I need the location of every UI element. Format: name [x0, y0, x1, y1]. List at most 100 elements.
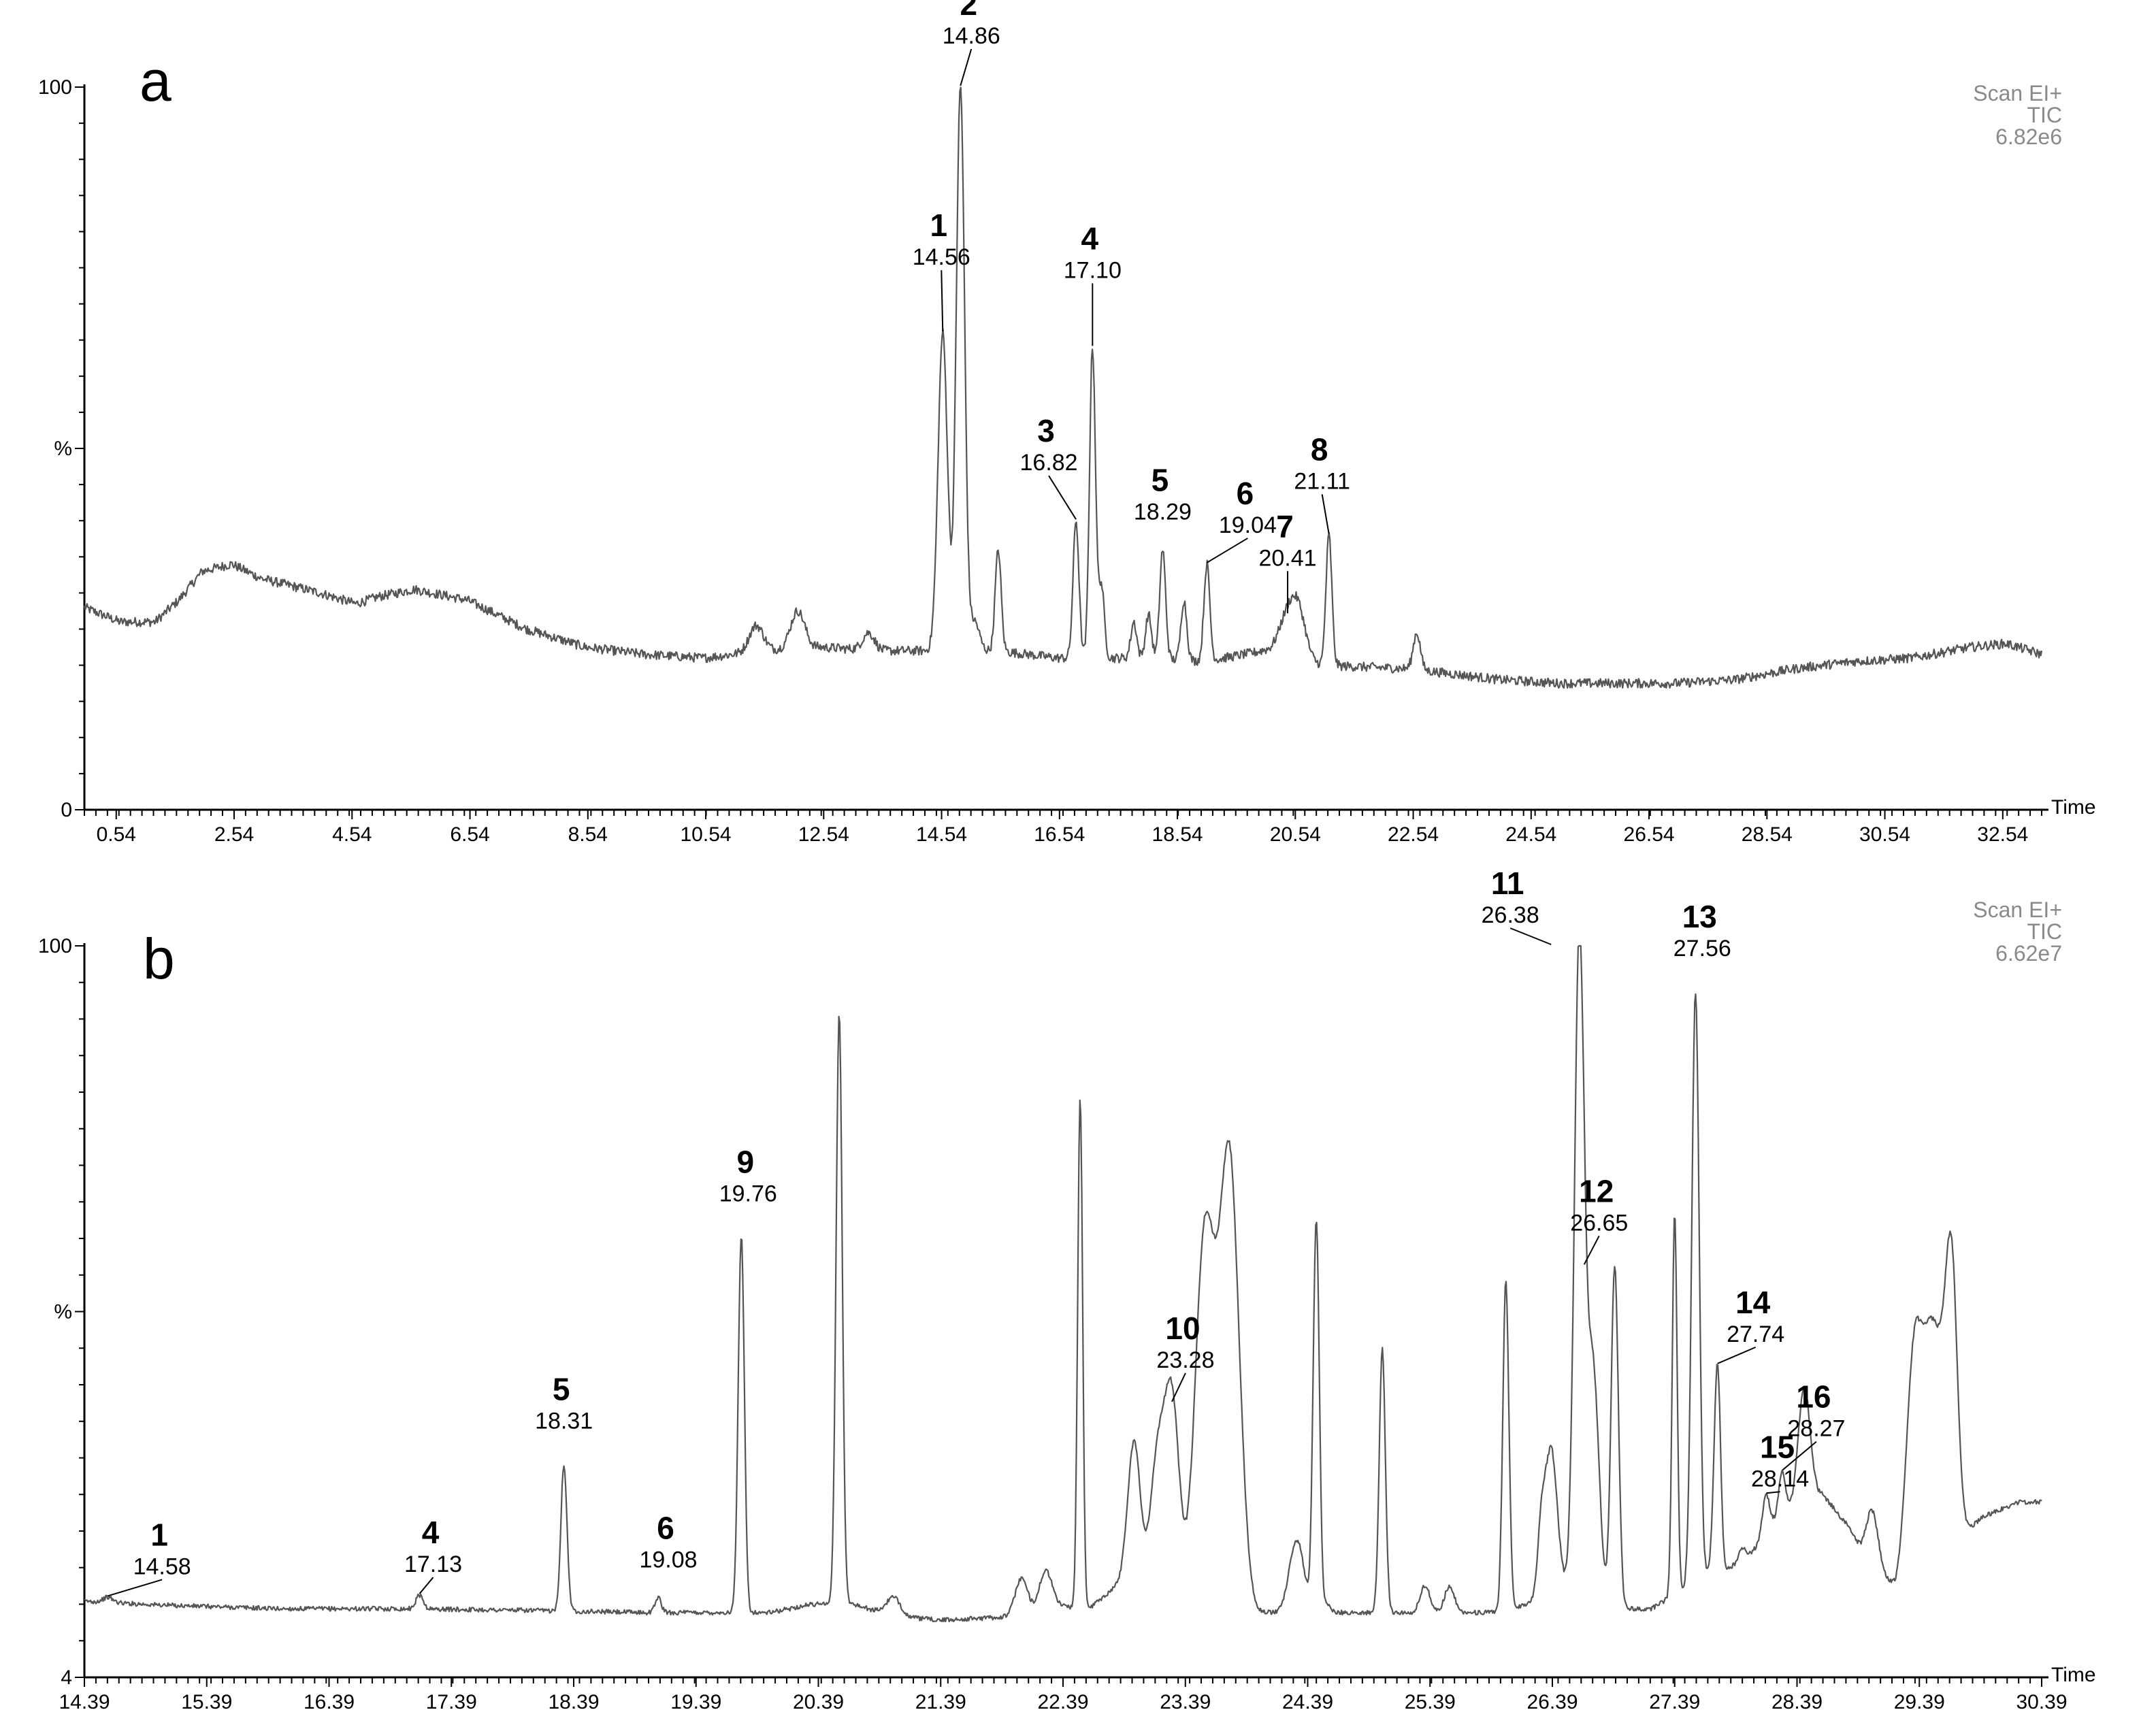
y-tick-label: 0 [61, 799, 72, 821]
peak-leader-line [941, 270, 944, 332]
chart-panel-b: 14.39 15.39 16.39 17.39 18.39 19.39 20.39 21.39… [38, 866, 2096, 1710]
x-tick-label: 28.39 [1771, 1691, 1823, 1710]
peak-leader-line [1171, 1372, 1186, 1402]
scan-info-line: 6.62e7 [1995, 941, 2062, 966]
x-tick-label: 20.39 [793, 1691, 844, 1710]
x-tick-label: 18.54 [1152, 823, 1203, 846]
peak-leader-line [1206, 538, 1248, 563]
peak-number: 14 [1735, 1285, 1771, 1320]
peak-number: 6 [657, 1510, 674, 1545]
x-tick-label: 16.39 [304, 1691, 355, 1710]
peak-number: 13 [1682, 899, 1717, 934]
x-tick-label: 0.54 [97, 823, 136, 846]
peak-leader-line [1321, 494, 1330, 534]
peak-retention-time: 17.13 [404, 1551, 462, 1577]
peak-number: 4 [1081, 220, 1099, 256]
x-tick-label: 19.39 [670, 1691, 721, 1710]
y-tick-label: 4 [61, 1666, 72, 1689]
x-tick-label: 24.39 [1282, 1691, 1333, 1710]
peak-retention-time: 19.76 [719, 1181, 777, 1207]
peak-retention-time: 27.56 [1673, 936, 1731, 961]
peak-number: 8 [1311, 431, 1328, 467]
tic-trace [83, 86, 2043, 689]
peak-leader-line [1048, 475, 1077, 520]
peak-leader-line [419, 1577, 434, 1594]
panel-letter: b [143, 927, 175, 991]
peak-retention-time: 18.29 [1134, 499, 1192, 525]
x-tick-label: 27.39 [1649, 1691, 1700, 1710]
panel-letter: a [140, 49, 172, 113]
peak-leader-line [1509, 927, 1552, 945]
peak-number: 12 [1579, 1173, 1614, 1208]
peak-retention-time: 28.14 [1751, 1466, 1809, 1492]
x-tick-label: 23.39 [1160, 1691, 1211, 1710]
x-tick-label: 30.54 [1859, 823, 1910, 846]
peak-leader-line [107, 1579, 163, 1597]
peak-number: 5 [1152, 463, 1169, 498]
y-tick-label: 100 [38, 76, 72, 99]
peak-retention-time: 19.04 [1219, 512, 1277, 538]
peak-number: 15 [1760, 1429, 1795, 1464]
peak-retention-time: 18.31 [535, 1408, 593, 1434]
peak-number: 1 [930, 208, 947, 243]
peak-number: 5 [553, 1371, 570, 1407]
peak-leader-line [960, 48, 973, 86]
peak-number: 10 [1165, 1311, 1200, 1346]
x-tick-label: 14.39 [59, 1691, 110, 1710]
tic-trace [84, 944, 2042, 1623]
x-tick-label: 12.54 [798, 823, 849, 846]
x-tick-label: 25.39 [1405, 1691, 1456, 1710]
peak-retention-time: 17.10 [1064, 257, 1122, 283]
x-tick-label: 15.39 [181, 1691, 232, 1710]
peak-retention-time: 26.65 [1570, 1210, 1628, 1236]
peak-number: 7 [1276, 508, 1294, 544]
peak-number: 3 [1037, 413, 1055, 448]
x-tick-label: 2.54 [214, 823, 254, 846]
peak-number: 11 [1491, 866, 1524, 901]
scan-info-line: TIC [2027, 919, 2062, 944]
peak-number: 1 [150, 1517, 168, 1552]
peak-number: 4 [422, 1515, 440, 1550]
x-tick-label: 4.54 [332, 823, 372, 846]
peak-number: 16 [1796, 1379, 1831, 1415]
scan-info-line: 6.82e6 [1995, 125, 2062, 149]
peak-leader-line [1782, 1441, 1817, 1471]
x-tick-label: 24.54 [1505, 823, 1556, 846]
x-axis-label: Time [2051, 796, 2096, 819]
chart-panel-a: 0.54 2.54 4.54 6.54 8.54 10.54 12.54 14.54 16.54… [38, 0, 2096, 846]
y-tick-label: 100 [38, 935, 72, 957]
peak-retention-time: 14.86 [943, 23, 1000, 49]
peak-number: 9 [736, 1145, 754, 1180]
peak-leader-line [1717, 1346, 1757, 1364]
x-tick-label: 10.54 [681, 823, 732, 846]
peak-retention-time: 14.58 [133, 1553, 191, 1579]
scan-info-line: Scan EI+ [1973, 81, 2062, 105]
x-tick-label: 22.39 [1037, 1691, 1088, 1710]
x-tick-label: 26.39 [1526, 1691, 1578, 1710]
x-tick-label: 32.54 [1977, 823, 2028, 846]
y-tick-label: % [54, 438, 72, 460]
peak-retention-time: 27.74 [1727, 1321, 1784, 1347]
peak-leader-line [1766, 1491, 1780, 1494]
y-tick-label: % [54, 1301, 72, 1323]
x-tick-label: 26.54 [1624, 823, 1675, 846]
scan-info-line: Scan EI+ [1973, 898, 2062, 922]
x-tick-label: 18.39 [548, 1691, 599, 1710]
peak-retention-time: 19.08 [639, 1547, 697, 1573]
peak-leader-line [1583, 1235, 1600, 1265]
peak-retention-time: 16.82 [1020, 450, 1078, 476]
x-tick-label: 30.39 [2016, 1691, 2067, 1710]
scan-info-line: TIC [2027, 103, 2062, 127]
x-tick-label: 8.54 [568, 823, 608, 846]
x-tick-label: 16.54 [1034, 823, 1085, 846]
x-tick-label: 28.54 [1742, 823, 1793, 846]
x-tick-label: 21.39 [915, 1691, 966, 1710]
peak-retention-time: 26.38 [1482, 902, 1539, 928]
peak-retention-time: 28.27 [1787, 1416, 1845, 1442]
x-tick-label: 20.54 [1270, 823, 1321, 846]
peak-number: 6 [1237, 476, 1254, 511]
x-tick-label: 29.39 [1894, 1691, 1945, 1710]
x-tick-label: 6.54 [450, 823, 489, 846]
x-axis-label: Time [2051, 1664, 2096, 1686]
